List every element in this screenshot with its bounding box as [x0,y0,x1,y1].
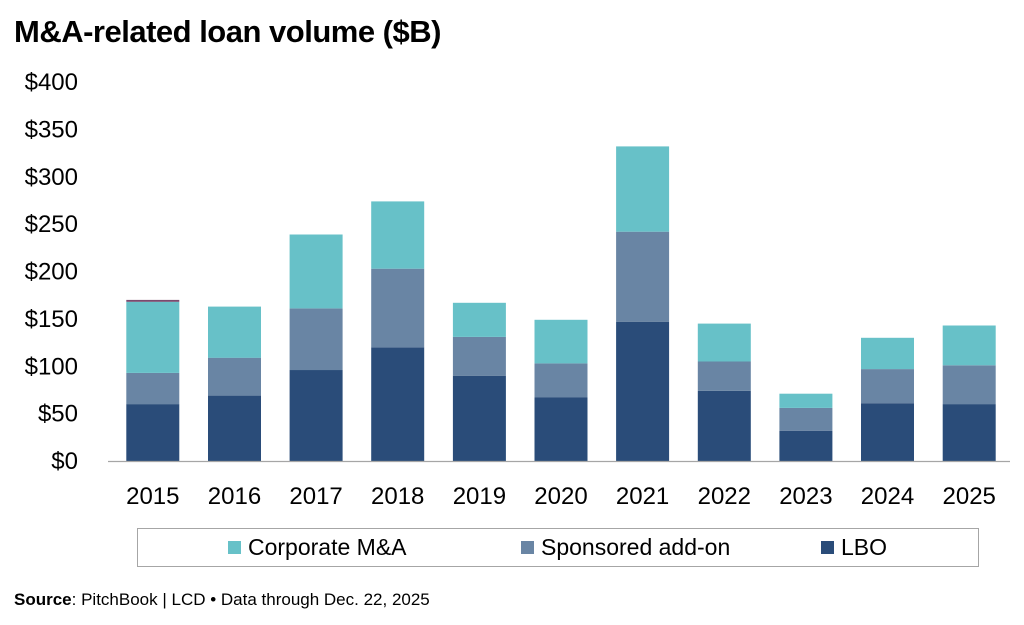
y-tick-label: $400 [25,69,78,96]
y-axis: $0 $50 $100 $150 $200 $250 $300 $350 $400 [25,69,78,475]
source-note: Source: PitchBook | LCD • Data through D… [14,590,430,610]
x-tick-label: 2017 [289,483,342,510]
bar-segment-sponsored-add-on-2015 [126,372,180,405]
bar-segment-lbo-2021 [616,321,670,461]
bar-segment-lbo-2024 [861,403,914,461]
bar-segment-corporate-m-a-2025 [942,325,996,366]
bar-segment-corporate-m-a-2015 [126,301,180,373]
x-axis: 2015 2016 2017 2018 2019 2020 2021 2022 2023 2024… [108,460,1010,510]
bar-segment-corporate-m-a-2017 [289,234,343,309]
bar-segment-sponsored-add-on-2019 [452,336,506,376]
bar-segment-sponsored-add-on-2020 [534,363,588,398]
legend-swatch-lbo [821,541,834,554]
x-tick-label: 2024 [861,483,914,510]
bar-segment-corporate-m-a-2016 [208,306,261,358]
source-text: : PitchBook | LCD • Data through Dec. 22… [71,590,430,609]
bar-segment-lbo-2015 [126,404,180,461]
x-tick-label: 2018 [371,483,424,510]
bar-segment-sponsored-add-on-2017 [289,308,343,371]
x-tick-label: 2019 [453,483,506,510]
x-tick-label: 2023 [779,483,832,510]
legend-item-lbo: LBO [821,529,887,566]
bar-segment-lbo-2018 [371,347,425,461]
bar-segment-corporate-m-a-2019 [452,302,506,337]
bar-segment-sponsored-add-on-2016 [208,357,261,396]
legend-label-corporate: Corporate M&A [248,534,407,560]
bar-chart: $0$50$100$150$200$250$300$350$400 2015 20… [25,69,1010,510]
y-tick-label: $350 [25,116,78,143]
x-tick-label: 2016 [208,483,261,510]
bar-segment-lbo-2025 [942,404,996,461]
bar-segment-corporate-m-a-2020 [534,319,588,364]
legend-item-sponsored: Sponsored add-on [521,529,730,566]
legend-label-sponsored: Sponsored add-on [541,534,731,560]
chart-legend: Corporate M&A Sponsored add-on LBO [137,528,979,567]
legend-swatch-sponsored [521,541,534,554]
x-tick-label: 2022 [698,483,751,510]
bar-series [126,146,996,461]
x-tick-label: 2020 [534,483,587,510]
y-tick-label: $0 [51,448,78,475]
chart-title: M&A-related loan volume ($B) [14,14,441,49]
bar-segment-lbo-2020 [534,397,588,461]
legend-swatch-corporate [228,541,241,554]
bar-segment-lbo-2023 [779,430,833,461]
y-tick-label: $200 [25,259,78,286]
y-tick-label: $100 [25,353,78,380]
y-tick-label: $250 [25,211,78,238]
x-tick-label: 2021 [616,483,669,510]
legend-label-lbo: LBO [841,534,888,560]
bar-segment-sponsored-add-on-2018 [371,268,425,348]
y-tick-label: $150 [25,306,78,333]
x-tick-label: 2025 [943,483,996,510]
bar-segment-sponsored-add-on-2024 [861,369,914,404]
bar-segment-sponsored-add-on-2025 [942,365,996,405]
source-label: Source [14,590,72,609]
bar-segment-sponsored-add-on-2023 [779,407,833,431]
legend-item-corporate: Corporate M&A [228,529,407,566]
bar-segment-lbo-2022 [697,390,751,461]
bar-segment-corporate-m-a-2018 [371,201,425,269]
bar-segment-lbo-2016 [208,395,261,461]
bar-segment-sponsored-add-on-2022 [697,361,751,391]
bar-segment-lbo-2017 [289,370,343,461]
bar-segment-corporate-m-a-2022 [697,323,751,362]
bar-segment-corporate-m-a-2021 [616,146,670,232]
bar-segment-series-3-2015 [126,299,180,302]
y-tick-label: $300 [25,164,78,191]
x-tick-label: 2015 [126,483,179,510]
y-tick-label: $50 [38,401,78,428]
bar-segment-corporate-m-a-2024 [861,337,914,370]
bar-segment-sponsored-add-on-2021 [616,231,670,322]
bar-segment-lbo-2019 [452,375,506,461]
bar-segment-corporate-m-a-2023 [779,393,833,408]
